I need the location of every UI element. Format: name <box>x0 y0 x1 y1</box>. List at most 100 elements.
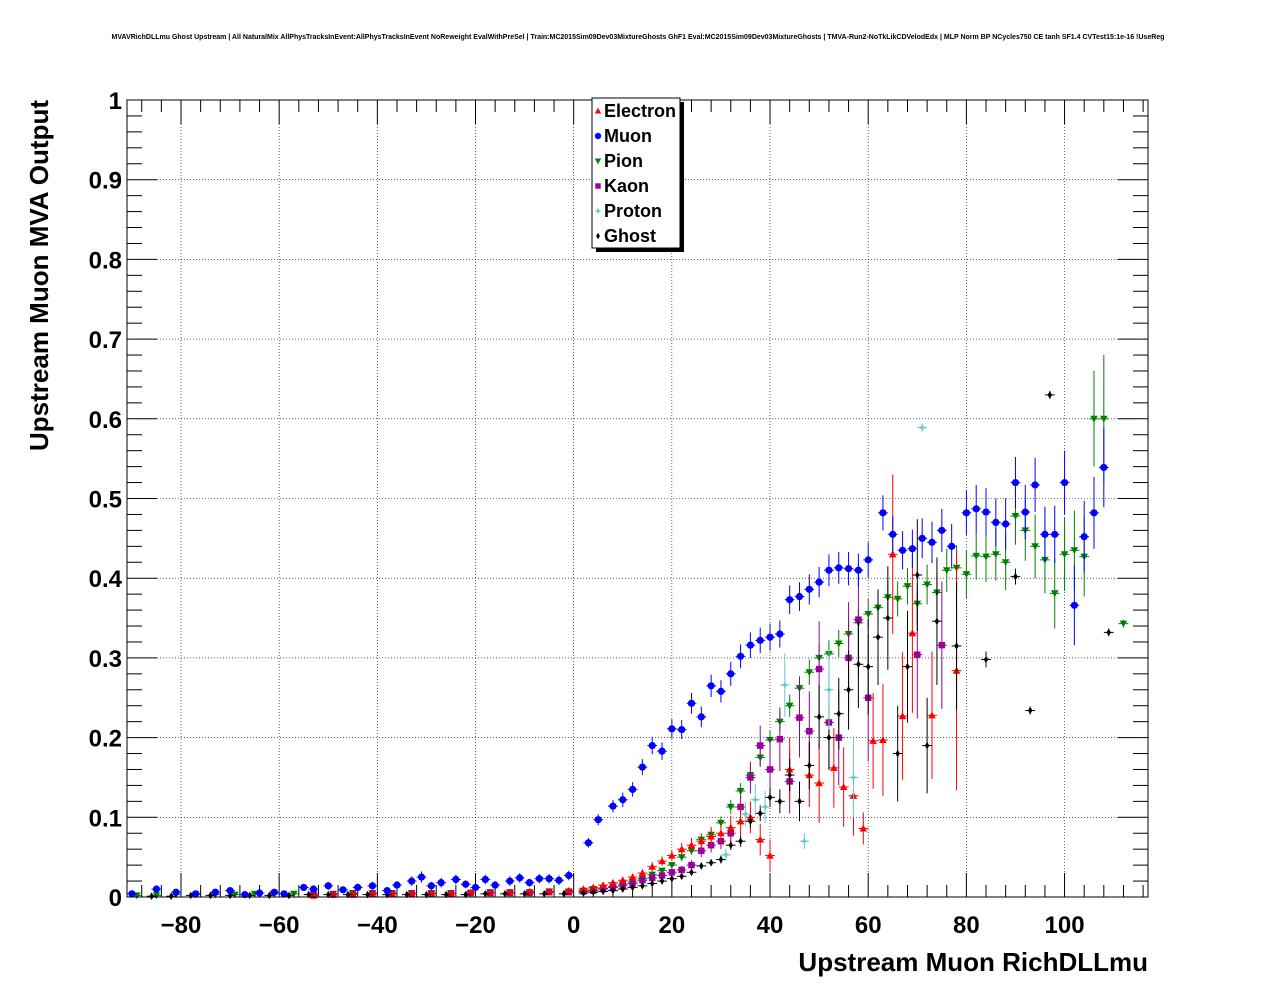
legend-entry-ghost: Ghost <box>596 226 656 246</box>
legend-entry-kaon: Kaon <box>595 176 649 196</box>
data-point <box>748 817 753 826</box>
data-point <box>669 874 675 883</box>
x-tick-label: 80 <box>953 912 980 939</box>
data-point <box>767 793 773 802</box>
data-point <box>1070 601 1078 609</box>
axis-tick-labels: −80 −60 −40 −20 0 20 40 60 80 100 0 0.1 0.2 0.3 0.4 0.5… <box>89 88 1085 939</box>
data-point <box>589 883 598 891</box>
data-point <box>834 640 843 648</box>
data-point <box>992 551 1000 559</box>
data-points <box>127 355 1129 901</box>
data-point <box>689 868 694 877</box>
x-tick-label: −20 <box>455 912 496 939</box>
data-point <box>417 873 426 881</box>
data-point <box>1013 572 1018 581</box>
data-point <box>815 665 823 673</box>
data-point <box>972 505 980 513</box>
data-point <box>888 550 897 558</box>
data-point <box>760 802 770 812</box>
data-point <box>393 881 401 889</box>
data-point <box>805 669 814 677</box>
y-axis-title: Upstream Muon MVA Output <box>24 100 54 451</box>
x-tick-label: −60 <box>259 912 300 939</box>
y-tick-label: 0.7 <box>89 327 122 354</box>
data-point <box>992 518 1000 527</box>
data-point <box>545 887 553 895</box>
data-point <box>584 839 593 847</box>
data-point <box>698 847 705 855</box>
data-point <box>668 869 676 876</box>
data-point <box>404 890 410 899</box>
data-point <box>846 685 851 694</box>
data-point <box>1119 620 1128 628</box>
data-point <box>854 566 862 574</box>
x-tick-label: −40 <box>357 912 398 939</box>
data-point <box>168 892 174 901</box>
data-point <box>824 685 834 694</box>
data-point <box>535 875 543 883</box>
data-point <box>481 875 489 884</box>
data-point <box>895 749 900 758</box>
data-point <box>795 592 804 601</box>
data-point <box>639 877 646 884</box>
data-point <box>491 881 499 889</box>
data-point <box>1021 508 1029 516</box>
data-point <box>914 651 921 658</box>
data-point <box>885 614 891 622</box>
data-point <box>668 851 676 859</box>
data-point <box>855 616 862 623</box>
legend-entry-pion: Pion <box>594 151 643 171</box>
data-point <box>875 633 881 641</box>
data-point <box>384 890 390 899</box>
data-point <box>687 841 696 849</box>
data-point <box>1100 415 1108 423</box>
data-point <box>172 888 180 896</box>
data-point <box>1011 478 1020 487</box>
data-point <box>270 888 278 896</box>
legend-marker <box>594 107 602 114</box>
data-point <box>766 851 774 859</box>
data-point <box>345 890 351 899</box>
data-point <box>339 886 347 894</box>
data-point <box>928 538 936 546</box>
data-point <box>756 835 765 843</box>
data-point <box>726 823 735 831</box>
data-point <box>983 655 989 664</box>
data-point <box>668 862 676 869</box>
data-point <box>903 583 912 590</box>
data-point <box>717 829 725 837</box>
data-point <box>628 785 637 794</box>
data-point <box>452 875 460 884</box>
data-point <box>780 680 789 690</box>
data-point <box>756 742 764 749</box>
data-point <box>579 885 588 893</box>
data-point <box>640 882 645 890</box>
data-point <box>427 882 435 890</box>
data-point <box>849 773 858 782</box>
y-tick-label: 0.9 <box>89 168 122 195</box>
data-point <box>525 879 534 887</box>
data-point <box>756 636 764 644</box>
data-point <box>805 585 813 593</box>
data-point <box>628 873 637 881</box>
data-point <box>658 872 666 879</box>
data-point <box>889 530 897 538</box>
data-point <box>982 553 990 561</box>
data-point <box>830 764 838 771</box>
data-point <box>864 556 872 564</box>
data-point <box>541 890 547 898</box>
data-point <box>697 713 705 721</box>
data-point <box>942 567 951 575</box>
data-point <box>786 596 794 604</box>
data-point <box>443 890 449 899</box>
legend-label: Muon <box>604 126 652 146</box>
data-point <box>555 876 563 884</box>
legend-marker <box>595 183 601 189</box>
data-point <box>638 763 647 771</box>
data-point <box>938 641 946 649</box>
data-point <box>618 876 627 884</box>
series-kaon <box>308 563 947 899</box>
data-point <box>879 509 887 517</box>
data-point <box>564 886 573 894</box>
series-ghost <box>146 390 1114 901</box>
